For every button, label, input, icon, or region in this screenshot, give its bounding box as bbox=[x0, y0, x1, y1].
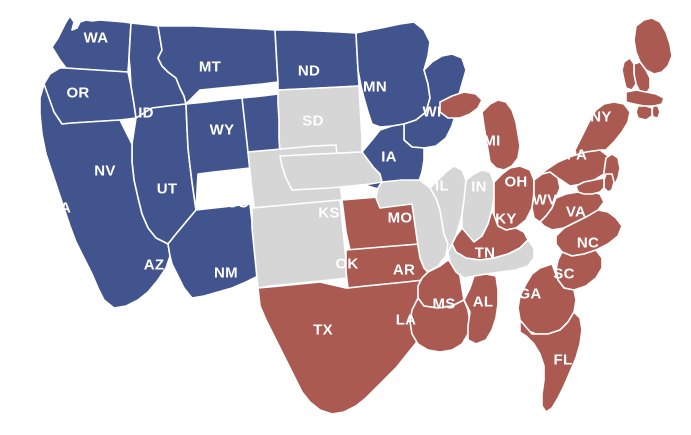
state-ms[interactable] bbox=[464, 274, 498, 344]
state-ut[interactable] bbox=[186, 98, 250, 210]
state-ne[interactable] bbox=[280, 152, 382, 190]
state-nc[interactable] bbox=[556, 210, 622, 256]
state-tx[interactable] bbox=[258, 280, 430, 414]
state-wa[interactable] bbox=[52, 16, 131, 72]
state-sc[interactable] bbox=[556, 250, 602, 290]
state-ca[interactable] bbox=[40, 84, 170, 308]
state-az[interactable] bbox=[168, 204, 258, 298]
state-fl[interactable] bbox=[520, 312, 582, 412]
state-ct[interactable] bbox=[636, 106, 652, 120]
state-or[interactable] bbox=[44, 68, 136, 124]
states-layer bbox=[40, 16, 672, 414]
state-wi[interactable] bbox=[404, 54, 466, 148]
state-ma[interactable] bbox=[626, 90, 664, 106]
state-md[interactable] bbox=[576, 178, 604, 194]
state-il[interactable] bbox=[430, 166, 466, 256]
state-nd[interactable] bbox=[275, 30, 359, 90]
state-de[interactable] bbox=[604, 174, 614, 192]
state-mi[interactable] bbox=[440, 92, 520, 170]
state-ny[interactable] bbox=[572, 102, 630, 156]
state-oh[interactable] bbox=[494, 166, 534, 230]
state-la[interactable] bbox=[410, 298, 470, 352]
state-me[interactable] bbox=[634, 18, 672, 74]
state-mt[interactable] bbox=[158, 26, 278, 104]
state-vt[interactable] bbox=[622, 58, 636, 90]
state-mn[interactable] bbox=[356, 22, 430, 127]
state-nm[interactable] bbox=[252, 200, 348, 288]
state-ri[interactable] bbox=[652, 106, 660, 118]
state-tn[interactable] bbox=[448, 240, 534, 278]
